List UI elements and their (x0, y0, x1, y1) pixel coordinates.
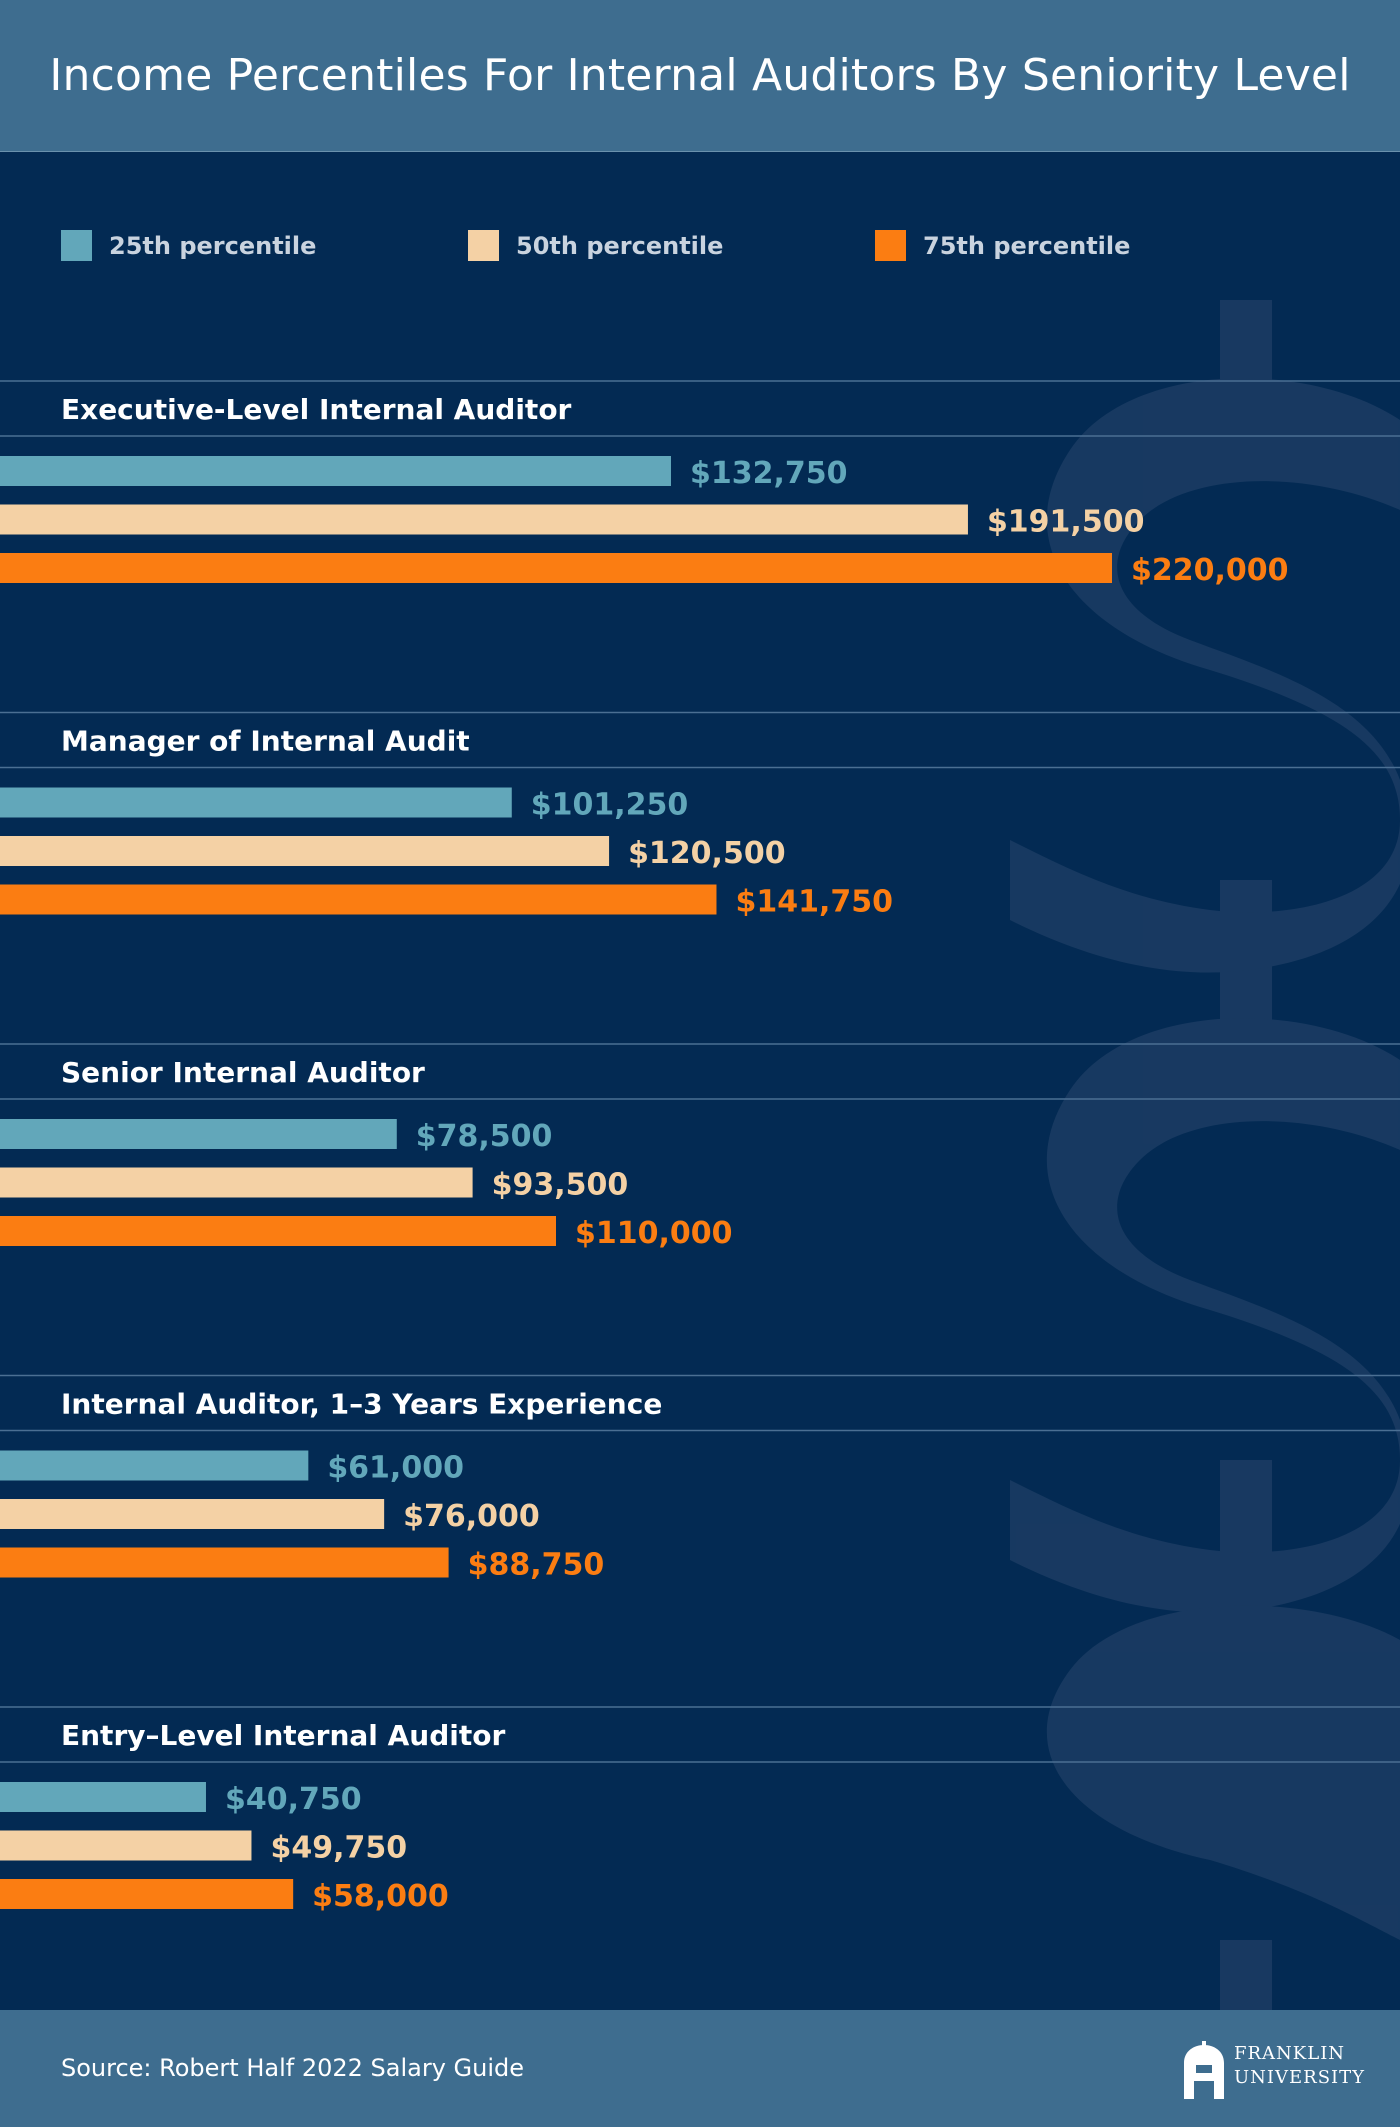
source-note: Source: Robert Half 2022 Salary Guide (61, 2054, 525, 2082)
franklin-university-logo: FRANKLIN UNIVERSITY (1180, 2035, 1370, 2105)
footer: Source: Robert Half 2022 Salary Guide FR… (0, 2010, 1400, 2127)
group-label: Entry–Level Internal Auditor (61, 1719, 506, 1752)
bar-value-label: $110,000 (575, 1216, 733, 1251)
bar-value-label: $61,000 (327, 1451, 464, 1486)
bar-value-label: $191,500 (987, 505, 1145, 540)
logo-line-1: FRANKLIN (1234, 2043, 1346, 2064)
bar-25th (0, 787, 512, 818)
group-label: Senior Internal Auditor (61, 1056, 425, 1089)
bar-value-label: $101,250 (531, 788, 689, 823)
logo-arch-icon (1184, 2041, 1224, 2099)
bar-value-label: $76,000 (403, 1499, 540, 1534)
bar-25th (0, 456, 671, 486)
bar-chart: Executive-Level Internal Auditor $132,750… (0, 380, 1400, 1914)
bar-75th (0, 1216, 556, 1246)
bar-value-label: $49,750 (270, 1831, 407, 1866)
title-banner: Income Percentiles For Internal Auditors… (0, 0, 1400, 152)
bar-50th (0, 504, 968, 535)
bar-value-label: $88,750 (468, 1548, 605, 1583)
legend-item-50th: 50th percentile (468, 230, 723, 261)
group-label: Internal Auditor, 1–3 Years Experience (61, 1388, 662, 1421)
legend-swatch-25th (61, 230, 92, 261)
legend: 25th percentile 50th percentile 75th per… (0, 230, 1400, 270)
bar-value-label: $120,500 (628, 836, 786, 871)
bar-75th (0, 1879, 294, 1909)
bar-value-label: $78,500 (416, 1119, 553, 1154)
bar-25th (0, 1782, 206, 1812)
bar-75th (0, 553, 1112, 583)
group-label: Manager of Internal Audit (61, 725, 470, 758)
bar-25th (0, 1119, 397, 1149)
bar-value-label: $132,750 (690, 456, 848, 491)
bar-value-label: $141,750 (735, 885, 893, 920)
dollar-sign-icon (1010, 300, 1400, 2010)
bar-value-label: $40,750 (225, 1782, 362, 1817)
bar-50th (0, 836, 610, 866)
legend-label-50th: 50th percentile (516, 231, 724, 260)
bar-value-label: $58,000 (312, 1879, 449, 1914)
bar-50th (0, 1499, 385, 1529)
legend-swatch-50th (468, 230, 499, 261)
logo-line-2: UNIVERSITY (1234, 2067, 1366, 2088)
legend-item-25th: 25th percentile (61, 230, 316, 261)
bar-75th (0, 884, 717, 915)
legend-swatch-75th (875, 230, 906, 261)
legend-label-75th: 75th percentile (923, 231, 1131, 260)
legend-label-25th: 25th percentile (109, 231, 317, 260)
bar-value-label: $93,500 (492, 1168, 629, 1203)
bar-75th (0, 1547, 449, 1578)
bar-value-label: $220,000 (1131, 553, 1289, 588)
group-label: Executive-Level Internal Auditor (61, 393, 572, 426)
chart-title: Income Percentiles For Internal Auditors… (49, 50, 1351, 101)
bar-50th (0, 1167, 473, 1198)
legend-item-75th: 75th percentile (875, 230, 1130, 261)
bar-50th (0, 1830, 252, 1861)
bar-25th (0, 1450, 309, 1481)
